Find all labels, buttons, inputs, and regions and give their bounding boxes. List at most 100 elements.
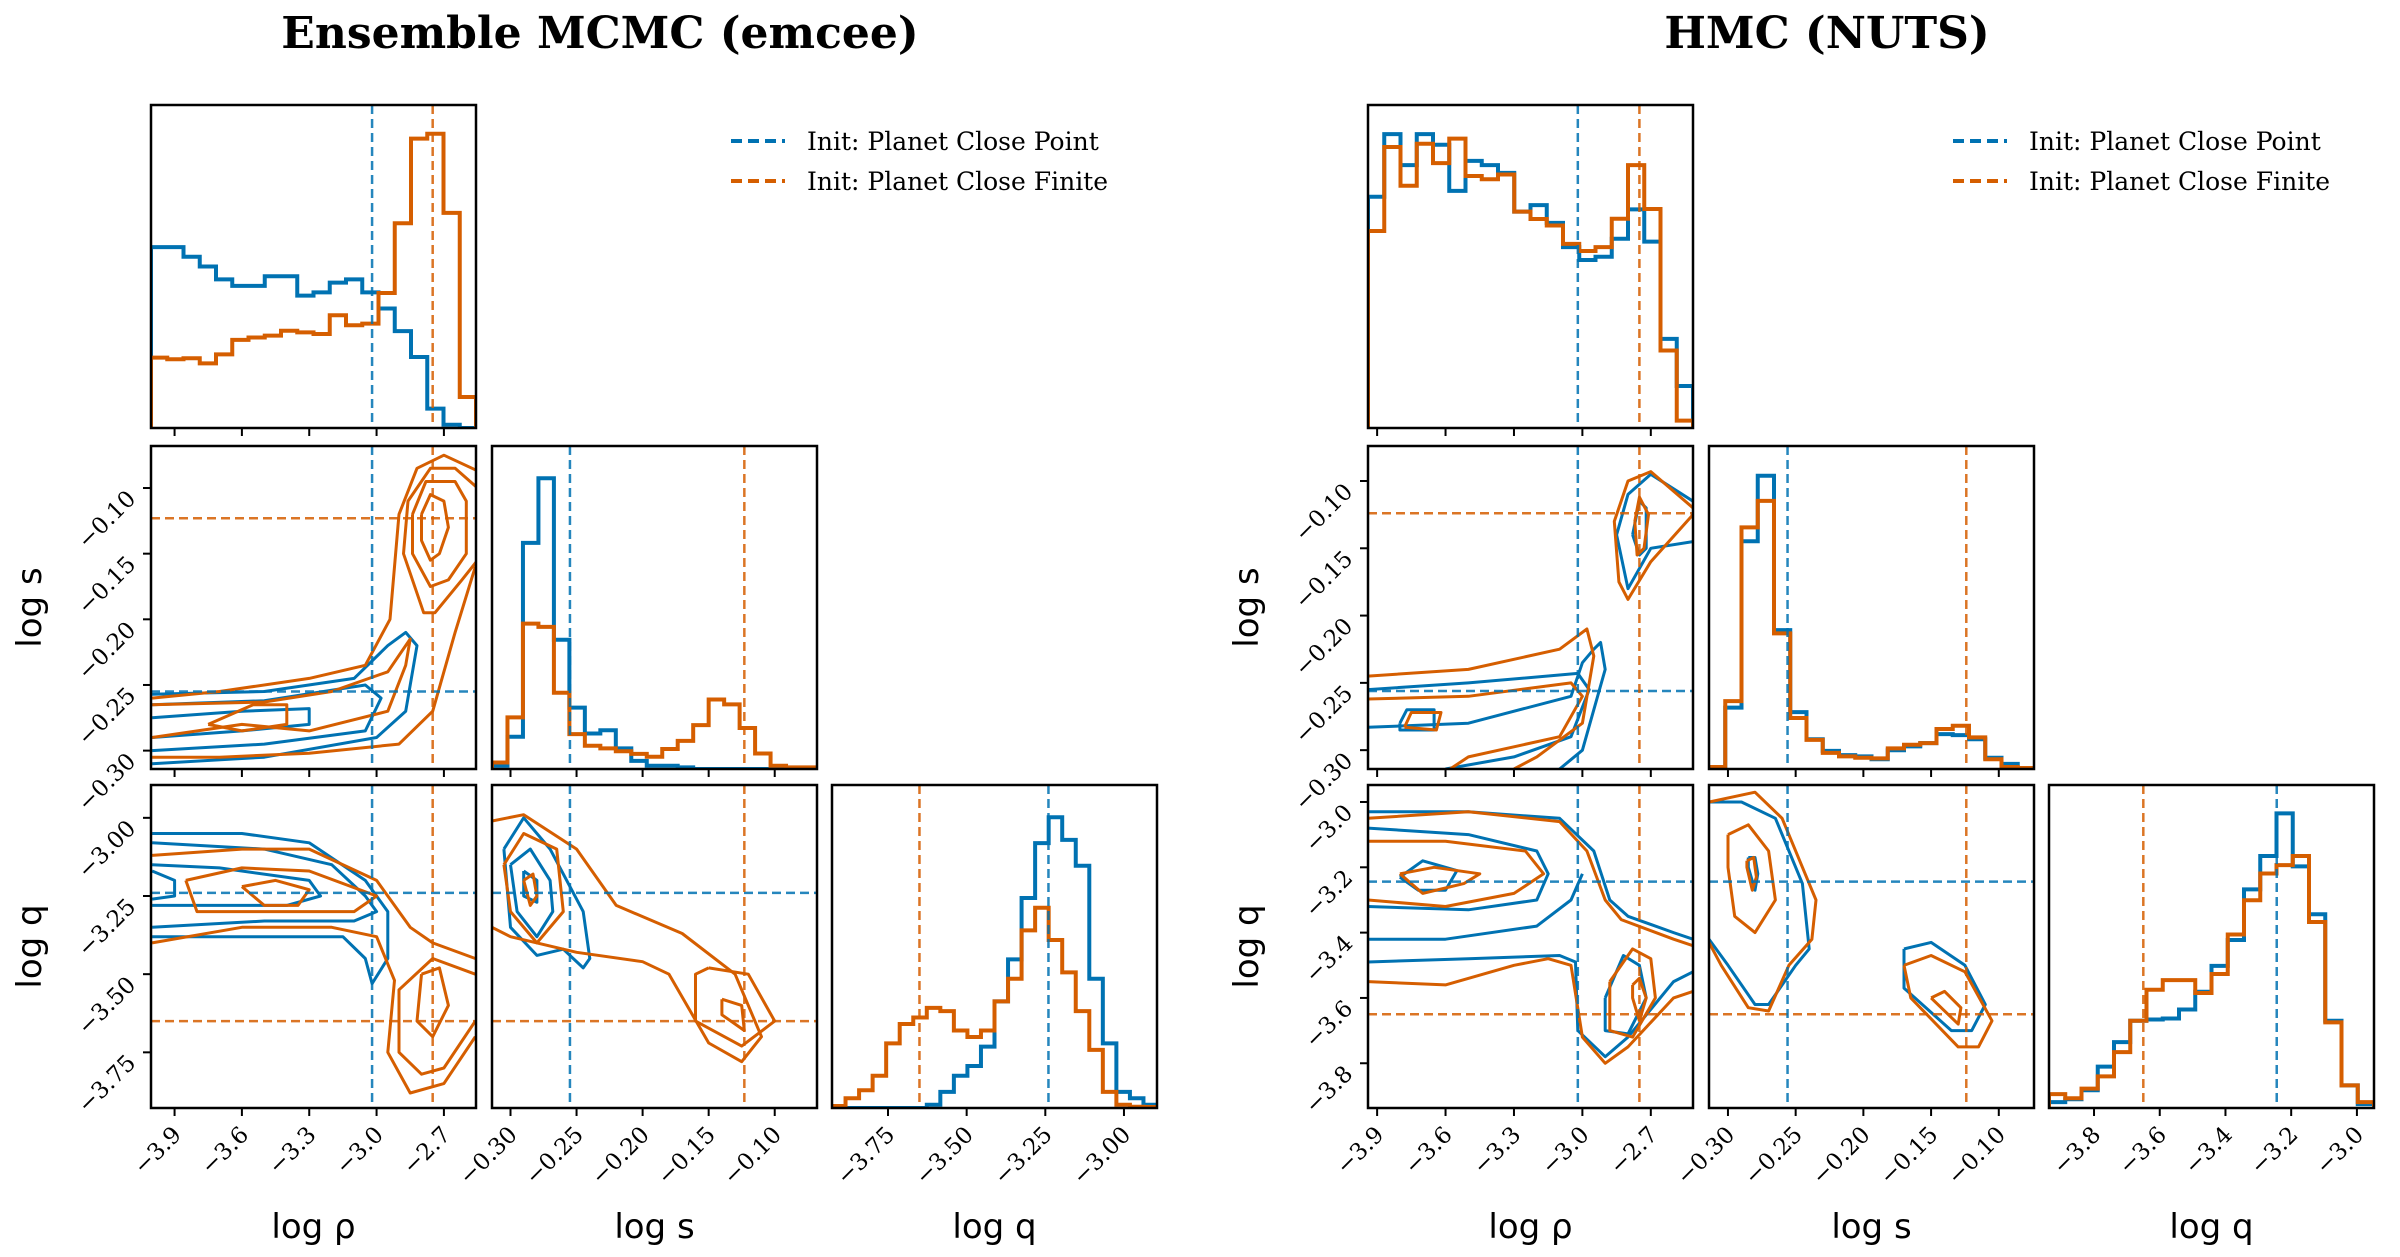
y-axis-label: log s: [1227, 567, 1267, 647]
x-tick-label: −3.6: [196, 1122, 254, 1180]
legend-label-finite: Init: Planet Close Finite: [807, 167, 1108, 196]
contour-finite: [151, 637, 412, 739]
panel-frame: [149, 444, 478, 771]
x-tick-label: −0.30: [1672, 1122, 1740, 1190]
panel-0-0: [149, 103, 478, 436]
x-tick-label: −0.25: [521, 1122, 589, 1190]
panel-content: [492, 785, 817, 1108]
panel-frame: [490, 444, 819, 771]
contour-finite: [397, 957, 476, 1076]
panel-1-0: −0.30−0.25−0.20−0.15−0.10: [1290, 444, 1695, 816]
x-tick-label: −0.20: [1807, 1122, 1875, 1190]
contour-finite: [1631, 976, 1648, 1023]
x-tick-label: −3.4: [2180, 1122, 2238, 1180]
panel-content: [1709, 446, 2034, 769]
panel-2-0: −3.9 −3.6 −3.3 −3.0 −2.7−3.8−3.6−3.4−3.2−3.0: [1300, 783, 1695, 1180]
contour-point: [152, 863, 322, 907]
x-tick-label: −3.75: [832, 1122, 900, 1190]
contour-finite: [151, 925, 476, 1095]
panel-frame: [1707, 444, 2036, 771]
x-tick-label: −3.3: [264, 1122, 322, 1180]
contour-finite: [207, 703, 289, 733]
panel-frame: [1707, 783, 2036, 1110]
panel-2-2: −3.8 −3.6 −3.4 −3.2 −3.0: [2047, 783, 2376, 1180]
y-tick-label: −3.25: [73, 894, 141, 962]
x-tick-label: −3.6: [2114, 1122, 2172, 1180]
panel-content: [492, 446, 817, 769]
contour-point: [1398, 708, 1436, 732]
panel-content: [832, 785, 1157, 1108]
y-tick-label: −3.00: [73, 816, 141, 884]
contour-finite: [492, 813, 763, 1064]
contour-finite: [1709, 790, 1818, 1013]
x-tick-label: −0.25: [1740, 1122, 1808, 1190]
panel-frame: [1366, 783, 1695, 1110]
panel-1-1: [490, 444, 819, 777]
y-tick-label: −0.20: [1290, 613, 1358, 681]
figure-title: Ensemble MCMC (emcee): [281, 8, 918, 59]
contour-point: [1368, 873, 1584, 941]
contour-finite: [1368, 627, 1596, 769]
contour-finite: [1902, 954, 1994, 1049]
panel-frame: [149, 783, 478, 1110]
panel-frame: [1366, 103, 1695, 430]
contour-finite: [522, 872, 539, 907]
contour-point: [151, 869, 177, 901]
contour-finite: [1612, 470, 1693, 601]
x-tick-label: −2.7: [1605, 1122, 1663, 1180]
contour-finite: [1368, 810, 1693, 948]
y-tick-label: −0.25: [73, 683, 141, 751]
legend-label-point: Init: Planet Close Point: [2029, 127, 2321, 156]
corner-figure-1: HMC (NUTS) Init: Planet Close Point Init: …: [1227, 8, 2376, 1247]
contour-finite: [151, 453, 476, 700]
contour-point: [151, 707, 311, 739]
x-tick-label: −0.15: [653, 1122, 721, 1190]
y-axis-label: log q: [1227, 904, 1267, 988]
x-tick-label: −3.25: [989, 1122, 1057, 1190]
contour-finite: [1930, 989, 1963, 1026]
panel-content: [1368, 785, 1693, 1108]
y-tick-label: −3.50: [73, 972, 141, 1040]
histogram-finite: [151, 131, 476, 428]
y-tick-label: −0.15: [1290, 546, 1358, 614]
x-tick-label: −0.10: [1943, 1122, 2011, 1190]
x-axis-label: log s: [614, 1207, 694, 1247]
y-tick-label: −3.8: [1300, 1061, 1358, 1119]
x-axis-label: log q: [952, 1207, 1036, 1247]
panel-2-1: −0.30−0.25−0.20−0.15−0.10: [1672, 783, 2036, 1190]
contour-finite: [1726, 823, 1777, 935]
contour-point: [1902, 940, 1987, 1033]
contour-point: [152, 832, 390, 986]
x-tick-label: −2.7: [398, 1122, 456, 1180]
x-tick-label: −3.9: [129, 1122, 187, 1180]
x-tick-label: −0.10: [719, 1122, 787, 1190]
panel-content: [1709, 785, 2034, 1108]
x-axis-label: log s: [1831, 1207, 1911, 1247]
contour-finite: [1608, 947, 1657, 1039]
x-tick-label: −3.2: [2246, 1122, 2304, 1180]
contour-point: [1615, 472, 1693, 591]
x-tick-label: −3.50: [911, 1122, 979, 1190]
contour-finite: [1368, 839, 1546, 908]
x-tick-label: −0.20: [587, 1122, 655, 1190]
x-tick-label: −0.30: [455, 1122, 523, 1190]
x-tick-label: −3.0: [1537, 1122, 1595, 1180]
contour-finite: [1398, 865, 1482, 895]
y-tick-label: −3.4: [1300, 930, 1358, 988]
histogram-finite: [1709, 498, 2034, 769]
x-tick-label: −3.8: [2048, 1122, 2106, 1180]
panel-content: [2049, 785, 2374, 1108]
y-tick-label: −0.25: [1290, 681, 1358, 749]
contour-finite: [184, 866, 379, 914]
contour-point: [1709, 800, 1811, 1006]
y-tick-label: −3.6: [1300, 996, 1358, 1054]
x-axis-label: log ρ: [1488, 1207, 1572, 1247]
contour-finite: [720, 997, 746, 1032]
panel-1-0: −0.30−0.25−0.20−0.15−0.10: [73, 444, 478, 817]
contour-finite: [502, 832, 565, 945]
x-tick-label: −3.0: [331, 1122, 389, 1180]
panel-content: [151, 105, 476, 428]
histogram-point: [151, 245, 476, 428]
panel-frame: [830, 783, 1159, 1110]
